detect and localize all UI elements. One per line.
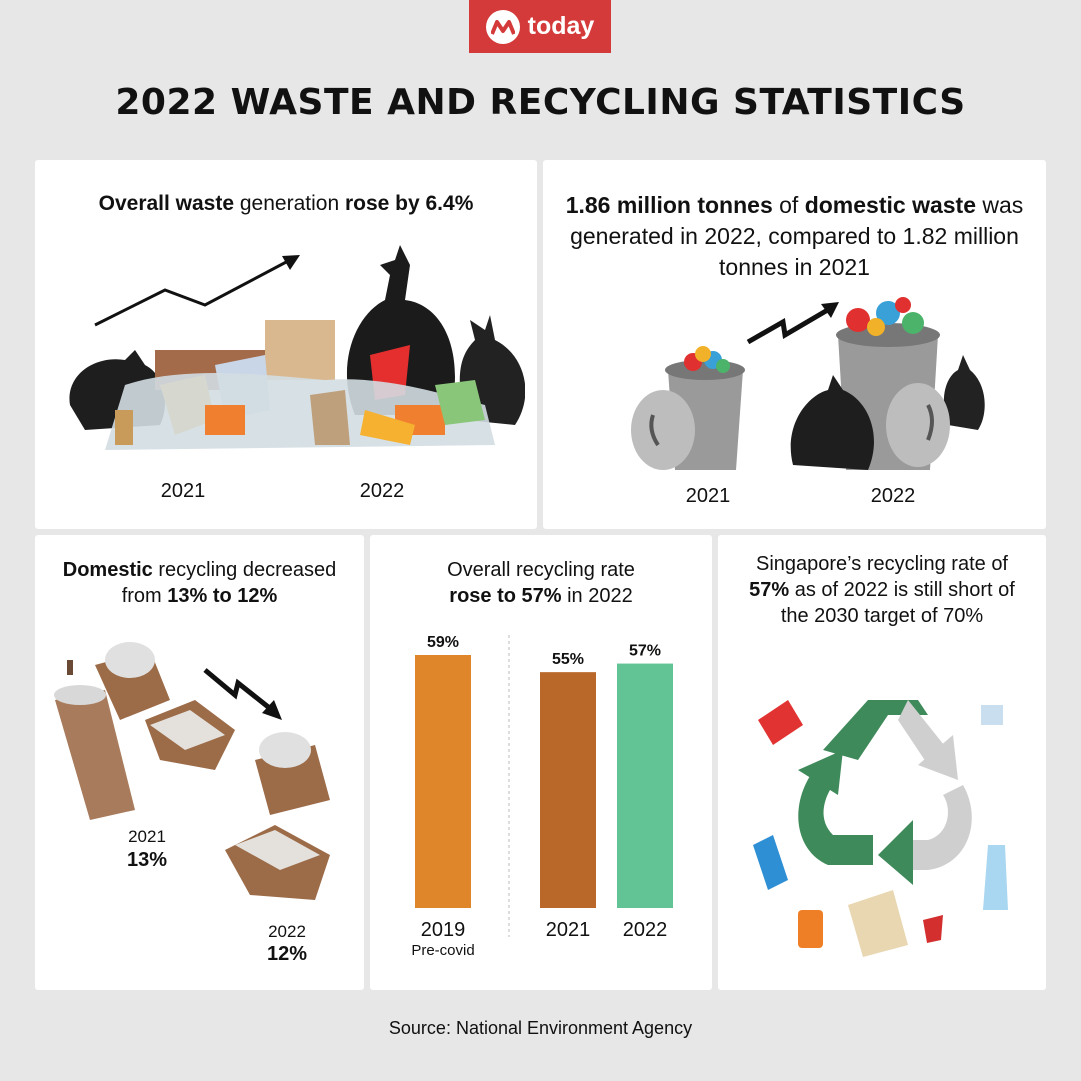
recyclables-icon [753,700,1008,957]
bar-2019 [415,655,471,908]
panel-overall-recycling: Overall recycling rate rose to 57% in 202… [370,535,712,990]
category-label-2022: 2022 [623,919,668,941]
bar-value-label-2021: 55% [552,651,584,668]
recycling-symbol-icon [798,700,972,885]
recycling-2022-value: 12% [266,943,308,965]
overall-recycling-caption: Overall recycling rate rose to 57% in 202… [447,559,635,607]
domestic-waste-caption: 1.86 million tonnes of domestic waste wa… [565,192,1024,280]
takeaway-containers-2021-icon [54,642,235,820]
panel-domestic-recycling: Domestic recycling decreased from 13% to… [35,535,364,990]
zigzag-arrow-icon [746,302,839,345]
recycling-2021-value: 13% [126,849,168,871]
bar-2022 [617,663,673,908]
logo-text: today [527,12,595,40]
domestic-waste-year-2021: 2021 [685,485,731,507]
domestic-recycling-caption: Domestic recycling decreased from 13% to… [62,559,337,607]
logo-mark-icon [485,9,520,44]
domestic-waste-year-2022: 2022 [870,485,916,507]
overall-waste-year-2022: 2022 [359,480,405,502]
source-note: Source: National Environment Agency [388,1018,693,1038]
panel-domestic-waste: 1.86 million tonnes of domestic waste wa… [543,160,1046,529]
overall-waste-caption: Overall waste generation rose by 6.4% [98,192,474,215]
recycling-2021-year: 2021 [128,827,166,846]
category-label-2021: 2021 [546,919,591,941]
panel-target: Singapore’s recycling rate of 57% as of … [718,535,1046,990]
bar-value-label-2022: 57% [629,643,661,660]
page-title: 2022 WASTE AND RECYCLING STATISTICS [115,82,966,123]
rising-arrow-icon [94,255,300,327]
target-caption: Singapore’s recycling rate of 57% as of … [749,553,1015,627]
category-sublabel-2019: Pre-covid [411,942,474,959]
waste-pile-icon [69,245,525,450]
panel-overall-waste: Overall waste generation rose by 6.4% 20… [35,160,537,529]
small-bin-icon [631,346,745,470]
takeaway-containers-2022-icon [225,732,330,900]
bar-value-label-2019: 59% [427,634,459,651]
brand-logo: today [469,0,611,53]
large-bin-icon [790,297,985,470]
falling-arrow-icon [203,668,282,720]
bar-2021 [540,672,596,908]
recycling-2022-year: 2022 [268,922,306,941]
overall-waste-year-2021: 2021 [160,480,206,502]
category-label-2019: 2019 [421,919,466,941]
